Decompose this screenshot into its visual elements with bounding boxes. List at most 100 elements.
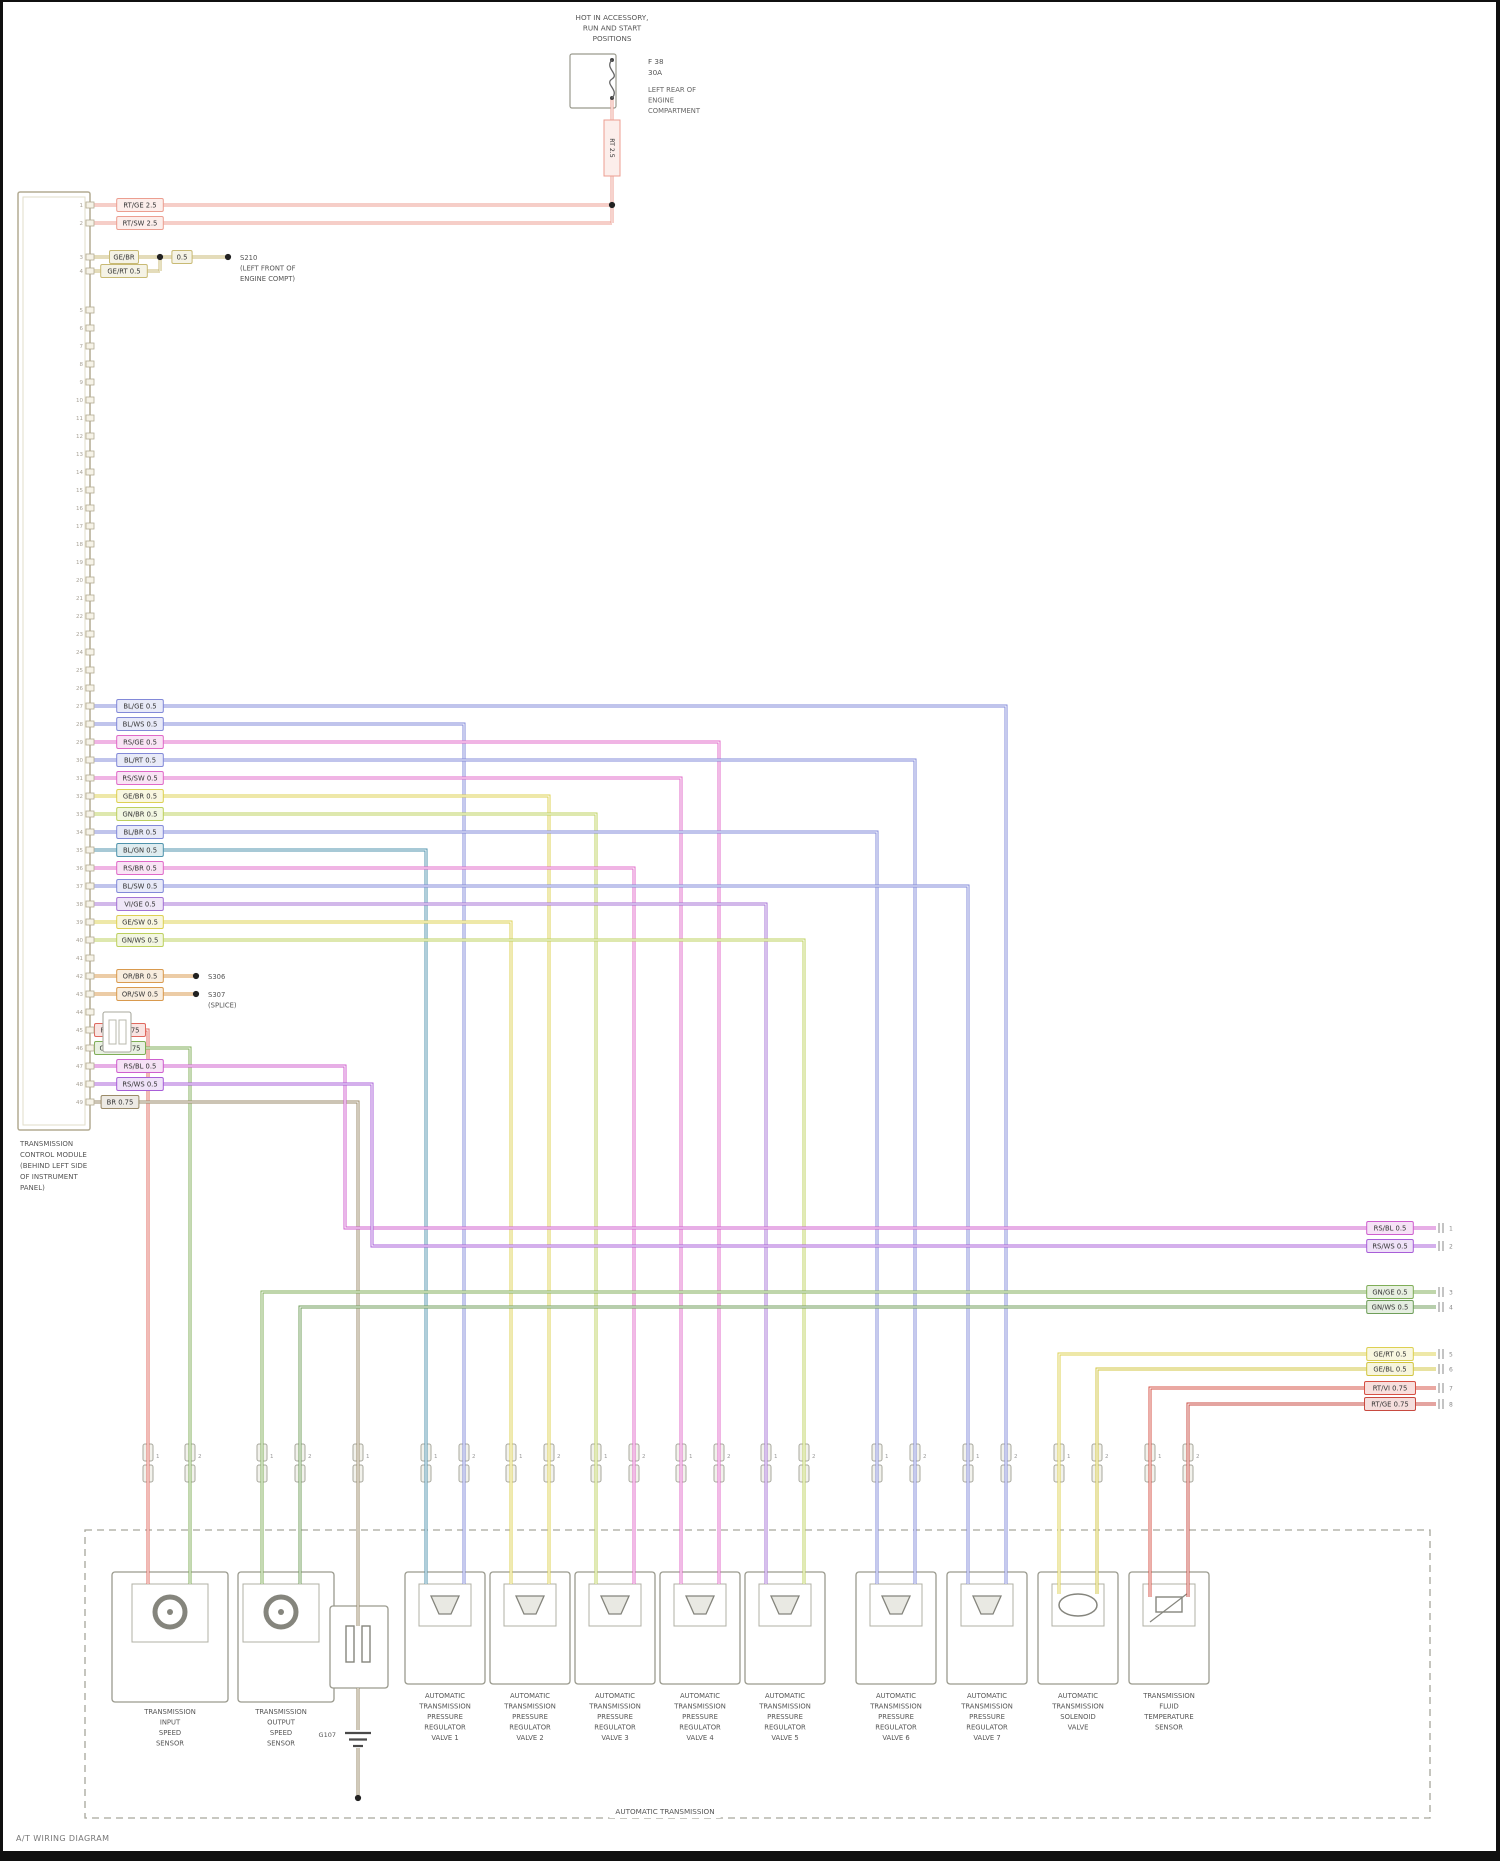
edge-wire-core — [299, 1306, 1436, 1584]
module-pin-number: 11 — [76, 416, 83, 422]
component-label: REGULATOR — [594, 1724, 636, 1732]
module-pin — [85, 738, 95, 746]
module-pin-number: 47 — [76, 1064, 83, 1070]
circuit-wire-core — [94, 1029, 149, 1584]
module-pin — [85, 267, 95, 275]
circuit-wire-core — [94, 831, 878, 1584]
connector-pin-number: 1 — [689, 1454, 693, 1460]
module-pin-number: 4 — [80, 269, 84, 275]
page-border-top — [0, 0, 1500, 2]
component-label: AUTOMATIC — [595, 1692, 635, 1700]
footer-caption: A/T WIRING DIAGRAM — [16, 1834, 110, 1843]
wire-label: RT/GE 2.5 — [123, 202, 156, 210]
transmission-label: AUTOMATIC TRANSMISSION — [615, 1807, 714, 1816]
circuit-wire-core — [94, 903, 767, 1584]
connector-pin-number: 2 — [198, 1454, 202, 1460]
component-label: AUTOMATIC — [967, 1692, 1007, 1700]
module-pin — [85, 1098, 95, 1106]
wire-label-box — [116, 198, 164, 212]
power-source-header: HOT IN ACCESSORY, — [576, 13, 649, 22]
edge-tick-number: 6 — [1449, 1367, 1453, 1374]
wire-label: BL/BR 0.5 — [123, 829, 156, 837]
component-label: VALVE 3 — [601, 1734, 628, 1742]
circuit-wire — [94, 1046, 192, 1584]
component-label: INPUT — [160, 1719, 181, 1727]
connector-pin-number: 1 — [604, 1454, 608, 1460]
wire-label: OR/BR 0.5 — [123, 973, 158, 981]
module-label: TRANSMISSION — [19, 1140, 73, 1148]
solenoid-valve-icon — [971, 1595, 1003, 1615]
splice-text: ENGINE COMPT) — [240, 275, 295, 283]
speed-sensor-icon — [263, 1594, 299, 1630]
component-label: VALVE — [1068, 1724, 1089, 1732]
circuit-wire — [94, 830, 879, 1584]
module-label: PANEL) — [20, 1184, 45, 1192]
module-pin — [85, 468, 95, 476]
feed-vertical-label: RT 2.5 — [608, 138, 615, 157]
fuse-box — [569, 53, 617, 109]
wire-label-tint — [116, 861, 164, 875]
module-pin — [85, 720, 95, 728]
module-pin — [85, 504, 95, 512]
connector-bar-icon — [361, 1625, 371, 1663]
module-pin — [85, 648, 95, 656]
module-pin — [85, 342, 95, 350]
module-pin-number: 36 — [76, 866, 83, 872]
component-label: TRANSMISSION — [588, 1703, 641, 1711]
wire-label-tint — [1366, 1285, 1414, 1299]
component-pressure-regulator-3-inner — [588, 1583, 642, 1627]
wire-label-tint — [116, 753, 164, 767]
inline-connector-pin — [118, 1019, 127, 1045]
connector-pin-number: 1 — [774, 1454, 778, 1460]
module-pin — [85, 666, 95, 674]
connector-pin-number: 1 — [1158, 1454, 1162, 1460]
speed-sensor-icon-dot — [278, 1609, 284, 1615]
module-pin — [85, 612, 95, 620]
connector-pin-number: 2 — [642, 1454, 646, 1460]
component-label: VALVE 1 — [431, 1734, 458, 1742]
module-pin-number: 12 — [76, 434, 83, 440]
fuse-rating: 30A — [648, 68, 662, 77]
circuit-wire-core — [94, 795, 550, 1584]
module-pin-number: 35 — [76, 848, 83, 854]
connector-pin-number: 2 — [308, 1454, 312, 1460]
solenoid-valve-icon — [599, 1595, 631, 1615]
module-pin-number: 14 — [76, 470, 83, 476]
connector-pin-number: 1 — [976, 1454, 980, 1460]
wire-label-box — [100, 1095, 140, 1109]
component-label: VALVE 5 — [771, 1734, 798, 1742]
module-pin-number: 26 — [76, 686, 83, 692]
module-pin — [85, 253, 95, 261]
solenoid-valve-icon — [684, 1595, 716, 1615]
module-pin — [85, 522, 95, 530]
fuse-location: COMPARTMENT — [648, 107, 701, 115]
wire-label-tint — [116, 933, 164, 947]
module-pin-number: 6 — [80, 326, 84, 332]
edge-tick-number: 8 — [1449, 1402, 1453, 1409]
connector-pin-number: 2 — [812, 1454, 816, 1460]
component-label: PRESSURE — [682, 1713, 718, 1721]
component-label: TRANSMISSION — [1051, 1703, 1104, 1711]
wire-label-box — [116, 753, 164, 767]
connector-pin-number: 2 — [923, 1454, 927, 1460]
wire-label-box — [116, 861, 164, 875]
connector-pin-number: 1 — [434, 1454, 438, 1460]
circuit-wire — [94, 920, 513, 1584]
solenoid-valve-icon — [514, 1595, 546, 1615]
edge-wire-core — [1096, 1368, 1436, 1594]
circuit-wire — [94, 938, 806, 1584]
wire-label-box — [116, 1077, 164, 1091]
wire-label-box — [1366, 1221, 1414, 1235]
page-border-bottom — [0, 1851, 1500, 1861]
module-pin-number: 42 — [76, 974, 83, 980]
component-label: AUTOMATIC — [680, 1692, 720, 1700]
module-pin — [85, 792, 95, 800]
solenoid-valve-icon — [769, 1595, 801, 1615]
wire-label-tint — [1364, 1397, 1416, 1411]
component-label: PRESSURE — [427, 1713, 463, 1721]
module-pin — [85, 486, 95, 494]
module-pin-number: 19 — [76, 560, 83, 566]
component-label: AUTOMATIC — [1058, 1692, 1098, 1700]
